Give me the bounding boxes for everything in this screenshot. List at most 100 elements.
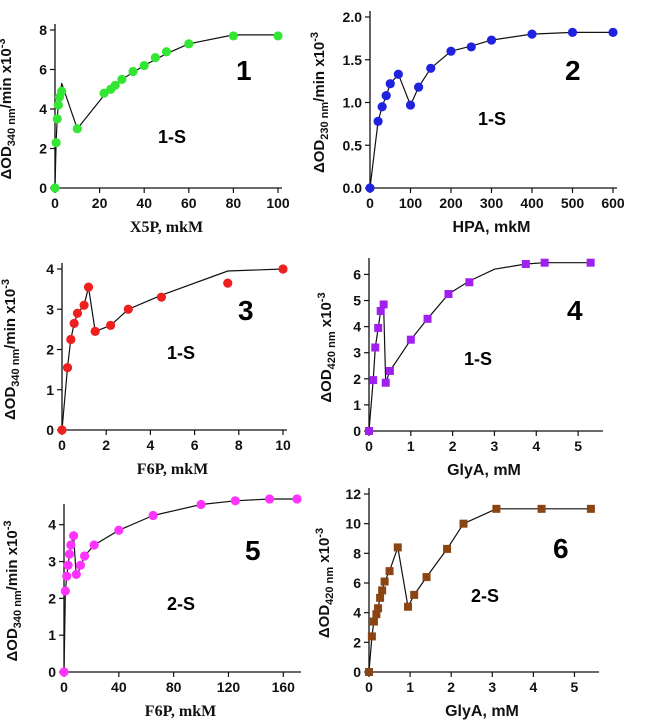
panel-annotation: 1-S <box>167 343 195 363</box>
y-tick-label: 4 <box>46 261 54 277</box>
data-point <box>114 525 124 535</box>
data-point <box>57 86 67 96</box>
data-point <box>64 549 75 559</box>
panel-annotation: 1-S <box>158 127 186 147</box>
data-point <box>586 504 595 513</box>
data-point <box>60 586 70 596</box>
y-axis-label: ΔOD340 nm/min x10-3 <box>0 279 22 420</box>
x-tick-label: 80 <box>166 679 182 695</box>
y-tick-label: 3 <box>353 345 361 361</box>
chart-panel-4: 0 1 2 3 4 5 0 1 2 3 4 5 6 GlyA, mM ΔOD420 nm x10-3 4 1-S <box>316 258 603 479</box>
data-point <box>365 668 373 676</box>
data-point <box>406 335 415 344</box>
x-tick-label: 1 <box>406 679 414 695</box>
y-tick-label: 1 <box>46 382 54 398</box>
y-axis-label: ΔOD420 nm x10-3 <box>316 292 338 402</box>
data-point <box>128 66 138 77</box>
panel-annotation: 2-S <box>167 594 195 614</box>
data-point <box>161 47 172 57</box>
x-tick-label: 4 <box>147 437 155 453</box>
x-tick-label: 500 <box>561 195 585 211</box>
x-tick-label: 300 <box>480 195 504 211</box>
y-tick-label: 6 <box>39 62 47 78</box>
x-tick-label: 80 <box>226 195 242 211</box>
data-point <box>567 27 578 37</box>
data-point <box>52 114 62 124</box>
y-tick-label: 8 <box>39 22 47 38</box>
data-point <box>365 183 375 193</box>
data-point <box>66 540 76 550</box>
data-point <box>139 60 149 71</box>
x-tick-label: 6 <box>191 437 199 453</box>
y-axis-label-unit: /min x10 <box>2 289 19 349</box>
y-tick-label: 0 <box>46 422 54 438</box>
x-tick-label: 5 <box>574 438 582 454</box>
data-point <box>196 499 206 510</box>
data-point <box>59 667 69 677</box>
data-point <box>230 496 240 506</box>
data-point <box>423 314 432 323</box>
panel-number: 6 <box>553 533 569 564</box>
data-point <box>376 306 385 315</box>
y-tick-label: 3 <box>46 301 54 317</box>
data-point <box>62 571 72 581</box>
y-tick-label: 1.5 <box>343 52 363 68</box>
data-point <box>63 560 73 570</box>
y-axis-label: ΔOD340 nm/min x10-3 <box>0 38 18 179</box>
data-point <box>381 91 391 101</box>
data-point <box>376 593 385 602</box>
data-point <box>379 300 388 309</box>
data-point <box>586 258 595 267</box>
y-axis-label-main: ΔOD <box>2 387 19 420</box>
panel-number: 3 <box>238 295 254 326</box>
x-tick-label: 200 <box>439 195 463 211</box>
y-tick-label: 2 <box>353 371 361 387</box>
y-tick-label: 0 <box>353 423 361 439</box>
y-tick-label: 2 <box>46 342 54 358</box>
y-axis-label: ΔOD230 nm/min x10-3 <box>309 32 331 173</box>
x-tick-label: 8 <box>235 437 243 453</box>
x-tick-label: 5 <box>571 679 579 695</box>
data-point <box>385 366 394 375</box>
y-axis-label-main: ΔOD <box>4 628 21 661</box>
data-point <box>123 304 133 314</box>
panel-number: 4 <box>567 295 583 326</box>
data-point <box>378 586 387 595</box>
y-tick-label: 2.0 <box>343 9 363 25</box>
x-tick-label: 2 <box>449 438 457 454</box>
data-point <box>380 577 389 586</box>
y-axis-label-unit: x10 <box>318 302 335 331</box>
data-point <box>393 69 403 79</box>
y-tick-label: 1.0 <box>343 95 363 111</box>
y-tick-label: 4 <box>353 319 361 335</box>
panel-annotation: 1-S <box>478 109 506 129</box>
y-tick-label: 1 <box>353 397 361 413</box>
data-point <box>404 602 413 611</box>
data-point <box>110 80 120 90</box>
y-tick-label: 2 <box>39 141 47 157</box>
x-tick-label: 3 <box>491 438 499 454</box>
x-axis-label: X5P, mkM <box>130 219 203 236</box>
data-point <box>443 544 452 553</box>
y-tick-label: 1 <box>48 627 56 643</box>
y-tick-label: 0.0 <box>343 180 363 196</box>
panel-annotation: 1-S <box>464 349 492 369</box>
panel-number: 1 <box>236 55 252 86</box>
y-axis-label-main: ΔOD <box>316 605 333 638</box>
chart-panel-2: 0 100 200 300 400 500 600 0.0 0.5 1.0 1.5 2.0 HPA, m… <box>309 9 625 236</box>
data-point <box>540 258 549 267</box>
y-tick-label: 3 <box>48 554 56 570</box>
y-axis-label: ΔOD340 nm/min x10-3 <box>2 520 24 661</box>
data-point <box>393 543 402 552</box>
data-point <box>273 31 283 41</box>
y-axis-label-subscript: 340 nm <box>6 108 18 146</box>
y-tick-label: 12 <box>345 486 361 502</box>
y-tick-label: 0 <box>39 180 47 196</box>
data-point <box>486 35 497 45</box>
x-tick-label: 100 <box>399 195 423 211</box>
data-point <box>377 102 387 112</box>
data-point <box>156 292 167 302</box>
data-point <box>414 82 424 92</box>
